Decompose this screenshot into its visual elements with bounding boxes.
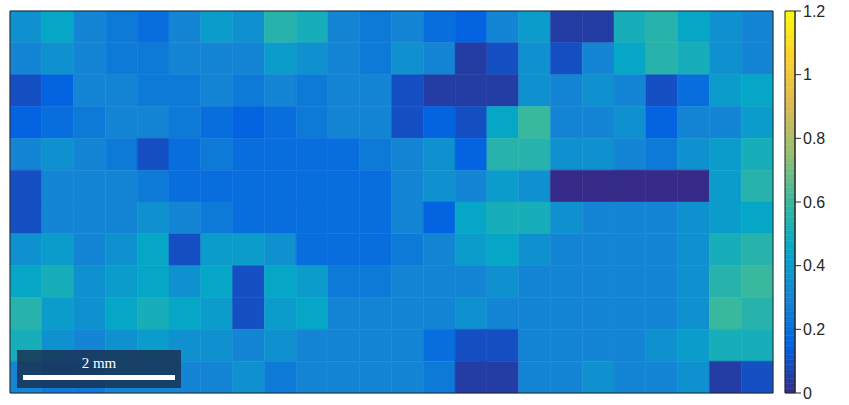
svg-text:0.6: 0.6	[803, 194, 825, 211]
svg-text:0: 0	[803, 385, 812, 402]
svg-text:0.4: 0.4	[803, 257, 825, 274]
svg-text:0.8: 0.8	[803, 130, 825, 147]
svg-text:0.2: 0.2	[803, 321, 825, 338]
svg-text:1.2: 1.2	[803, 3, 825, 20]
svg-text:1: 1	[803, 66, 812, 83]
html-text:2 mm: 2 mm	[81, 355, 117, 371]
